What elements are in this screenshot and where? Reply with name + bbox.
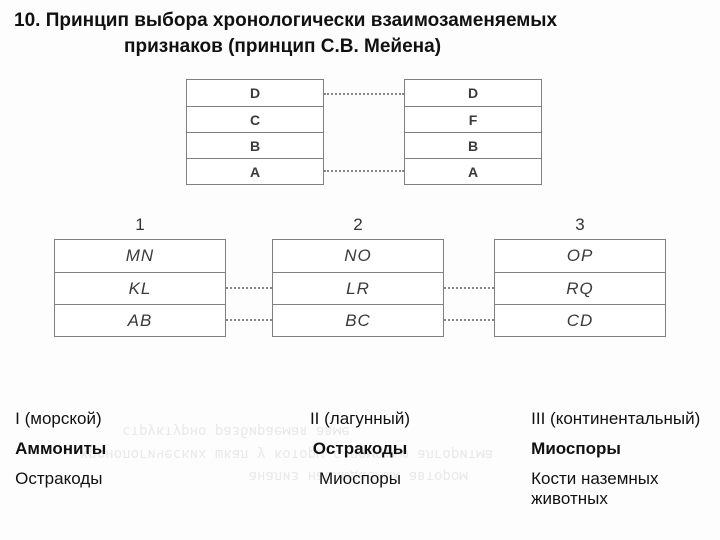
top-dotted-0 [324,93,404,95]
mid1-row-2: AB [55,304,225,336]
bottom-r1c1: Аммониты [13,439,243,459]
mid-box-2: NO LR BC [272,239,444,337]
top-right-row-1: F [405,106,541,132]
top-right-row-3: A [405,158,541,184]
mid3-row-2: CD [495,304,665,336]
bottom-row-2: Остракоды Миоспоры Кости наземных животн… [12,469,708,509]
top-box-left: D C B A [186,79,324,185]
mid-diagram: 1 2 3 MN KL AB NO LR BC OP RQ CD [0,215,720,385]
bottom-header-row: I (морской) II (лагунный) III (континент… [12,409,708,429]
mid3-row-0: OP [495,240,665,272]
mid-dotted-3 [444,319,494,321]
bottom-hdr-2: II (лагунный) [245,409,475,429]
bottom-r1c3: Миоспоры [477,439,707,459]
title-line2: признаков (принцип С.В. Мейена) [14,34,706,60]
mid-dotted-1 [226,319,272,321]
top-right-row-0: D [405,80,541,106]
top-left-row-1: C [187,106,323,132]
bottom-r2c3: Кости наземных животных [477,469,707,509]
mid1-row-0: MN [55,240,225,272]
bottom-row-1: Аммониты Остракоды Миоспоры [12,439,708,459]
mid-box-1: MN KL AB [54,239,226,337]
mid-label-2: 2 [338,215,378,235]
bottom-hdr-3: III (континентальный) [477,409,707,429]
bottom-table: I (морской) II (лагунный) III (континент… [0,409,720,509]
mid3-row-1: RQ [495,272,665,304]
top-left-row-0: D [187,80,323,106]
top-box-right: D F B A [404,79,542,185]
top-left-row-2: B [187,132,323,158]
mid-dotted-0 [226,287,272,289]
title-line1: 10. Принцип выбора хронологически взаимо… [14,8,706,34]
bottom-hdr-1: I (морской) [13,409,243,429]
bottom-r1c2: Остракоды [245,439,475,459]
top-left-row-3: A [187,158,323,184]
mid2-row-1: LR [273,272,443,304]
mid2-row-0: NO [273,240,443,272]
top-dotted-1 [324,170,404,172]
bottom-r2c1: Остракоды [13,469,243,509]
top-diagram: D C B A D F B A [0,79,720,209]
page-title: 10. Принцип выбора хронологически взаимо… [0,0,720,61]
mid-label-3: 3 [560,215,600,235]
bottom-r2c2: Миоспоры [245,469,475,509]
mid-label-1: 1 [120,215,160,235]
mid-box-3: OP RQ CD [494,239,666,337]
mid2-row-2: BC [273,304,443,336]
mid1-row-1: KL [55,272,225,304]
mid-dotted-2 [444,287,494,289]
top-right-row-2: B [405,132,541,158]
